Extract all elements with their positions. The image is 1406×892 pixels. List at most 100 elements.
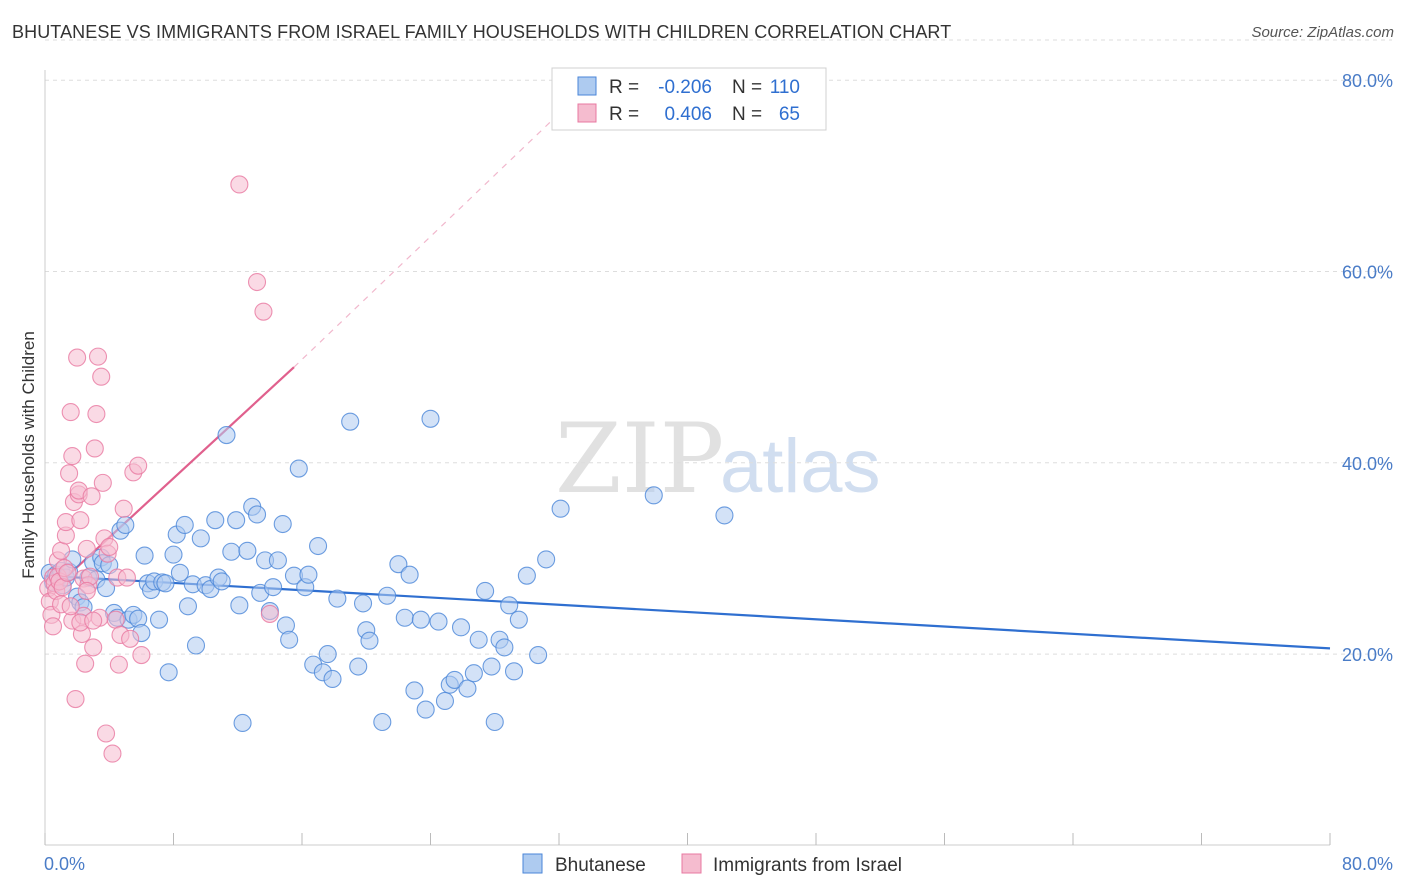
point-blue-42 <box>191 529 210 548</box>
point-blue-61 <box>273 514 292 534</box>
legend-box <box>551 67 827 131</box>
point-pink-58 <box>247 272 267 292</box>
point-blue-27 <box>135 546 154 565</box>
point-pink-47 <box>106 610 125 629</box>
point-blue-78 <box>360 631 379 650</box>
point-blue-102 <box>504 662 524 681</box>
legend-n-value-pink: 65 <box>779 104 800 125</box>
legend-n-label-blue: N = <box>732 77 762 98</box>
point-blue-85 <box>411 610 430 629</box>
point-blue-106 <box>537 550 556 569</box>
point-pink-35 <box>84 638 103 657</box>
legend-swatch-pink <box>577 103 597 123</box>
point-blue-67 <box>299 565 318 584</box>
point-blue-73 <box>328 589 347 608</box>
point-blue-88 <box>429 612 448 631</box>
point-blue-41 <box>186 636 206 655</box>
legend-swatch-blue <box>577 76 597 96</box>
y-tick-label-0: 20.0% <box>1342 645 1393 665</box>
point-pink-23 <box>68 348 87 367</box>
point-blue-107 <box>551 499 570 518</box>
point-pink-4 <box>43 617 63 636</box>
point-pink-17 <box>60 464 79 483</box>
point-blue-65 <box>289 459 308 478</box>
point-pink-62 <box>61 597 80 616</box>
chart-title: BHUTANESE VS IMMIGRANTS FROM ISRAEL FAMI… <box>12 22 952 42</box>
point-pink-40 <box>92 367 111 386</box>
point-pink-52 <box>117 568 136 587</box>
trend-line-extension-pink <box>293 113 560 368</box>
point-blue-35 <box>164 545 183 564</box>
axes <box>44 70 1331 846</box>
point-pink-30 <box>76 654 95 673</box>
point-pink-19 <box>63 447 82 466</box>
trend-lines <box>44 113 1331 650</box>
source-credit: Source: ZipAtlas.com <box>1251 24 1394 41</box>
point-blue-89 <box>435 691 455 711</box>
series-legend: Bhutanese Immigrants from Israel <box>522 853 902 876</box>
point-blue-79 <box>373 712 392 732</box>
point-blue-55 <box>247 505 267 524</box>
watermark-atlas: atlas <box>720 424 881 509</box>
point-blue-105 <box>529 646 548 665</box>
point-blue-51 <box>230 596 249 615</box>
point-pink-53 <box>121 629 140 648</box>
point-blue-60 <box>268 551 287 570</box>
point-blue-34 <box>159 663 178 682</box>
point-blue-93 <box>458 679 477 698</box>
point-blue-98 <box>485 712 504 732</box>
y-tick-label-3: 80.0% <box>1342 71 1393 91</box>
point-blue-87 <box>421 409 440 428</box>
point-blue-82 <box>395 608 414 627</box>
point-blue-50 <box>227 511 246 530</box>
point-pink-57 <box>230 175 249 194</box>
point-blue-74 <box>341 412 360 431</box>
point-pink-59 <box>254 302 273 321</box>
point-blue-38 <box>175 515 194 535</box>
legend-n-value-blue: 110 <box>770 77 800 98</box>
point-pink-36 <box>85 439 104 458</box>
point-blue-108 <box>644 486 663 505</box>
tick-labels: 20.0% 40.0% 60.0% 80.0% 0.0% 80.0% <box>44 71 1393 874</box>
series-legend-label-bhutanese: Bhutanese <box>555 855 646 876</box>
point-blue-45 <box>206 511 225 530</box>
x-tick-label-1: 80.0% <box>1342 854 1393 874</box>
point-pink-55 <box>129 456 148 475</box>
point-blue-63 <box>280 630 299 649</box>
point-pink-49 <box>109 655 128 674</box>
legend-r-value-pink: 0.406 <box>664 104 712 125</box>
point-blue-17 <box>96 579 116 598</box>
legend-r-label-blue: R = <box>609 77 639 98</box>
point-blue-91 <box>445 670 464 689</box>
point-blue-59 <box>264 578 283 597</box>
point-blue-84 <box>405 681 424 700</box>
data-points <box>39 175 734 763</box>
x-tick-label-0: 0.0% <box>44 854 85 874</box>
point-blue-37 <box>170 563 189 582</box>
point-blue-33 <box>156 574 175 593</box>
y-axis-label: Family Households with Children <box>19 331 38 579</box>
point-blue-103 <box>509 610 528 629</box>
point-blue-31 <box>149 610 169 629</box>
point-blue-100 <box>495 638 514 657</box>
legend-n-label-pink: N = <box>732 104 762 125</box>
point-pink-38 <box>88 347 108 366</box>
point-blue-48 <box>217 426 236 445</box>
point-pink-16 <box>58 563 77 582</box>
point-pink-45 <box>100 537 119 557</box>
point-pink-18 <box>61 403 80 422</box>
point-pink-41 <box>93 473 112 492</box>
point-blue-86 <box>416 700 435 719</box>
point-blue-92 <box>451 618 471 637</box>
point-blue-104 <box>517 566 536 585</box>
point-blue-109 <box>715 506 734 525</box>
watermark-zip: ZIP <box>555 403 724 515</box>
point-blue-69 <box>309 536 328 556</box>
point-blue-83 <box>400 565 419 584</box>
point-blue-39 <box>178 597 198 616</box>
correlation-legend: R = -0.206 N = 110 R = 0.406 N = 65 <box>551 67 827 131</box>
point-pink-34 <box>82 487 101 506</box>
point-pink-51 <box>114 499 133 518</box>
point-pink-11 <box>52 541 71 560</box>
